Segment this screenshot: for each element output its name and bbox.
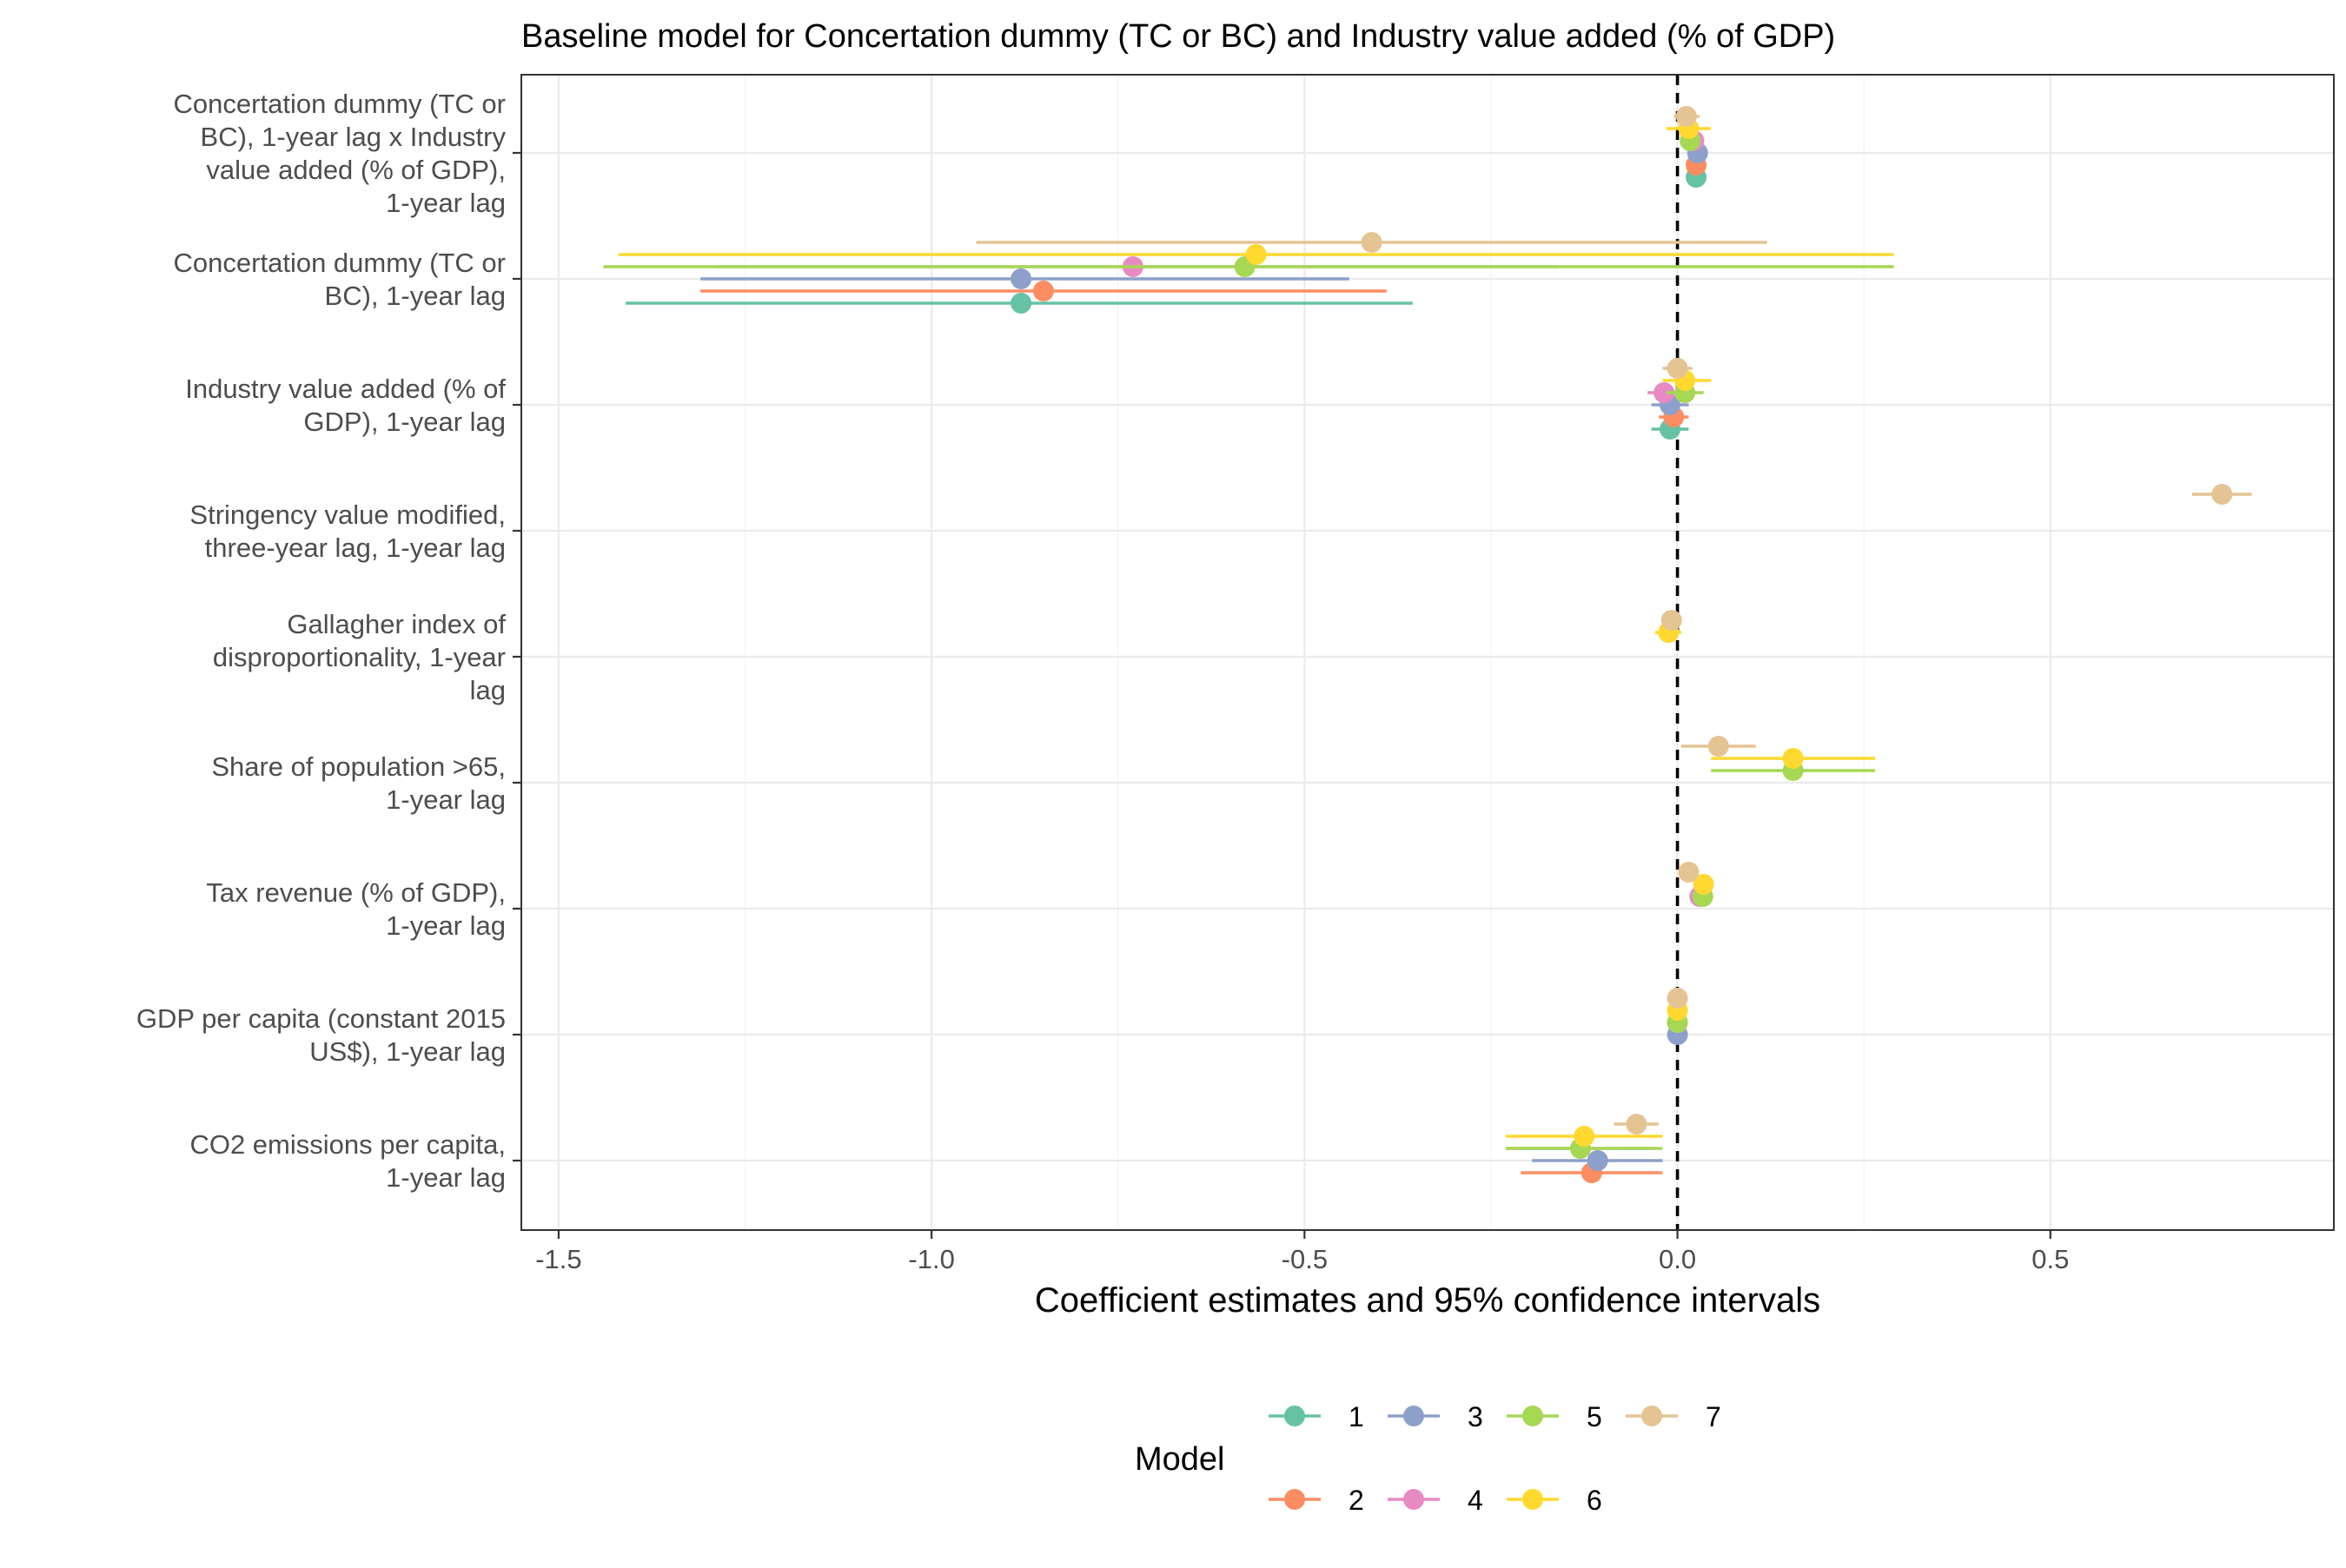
legend-key-point [1522, 1406, 1543, 1426]
legend-label: 1 [1349, 1401, 1364, 1432]
legend-item-3: 3 [1388, 1401, 1483, 1432]
y-tick-label-line: 1-year lag [386, 188, 506, 218]
y-tick-label-line: Stringency value modified, [189, 500, 506, 530]
estimate-point [1574, 1126, 1595, 1147]
series-model-4 [715, 130, 1711, 1159]
legend-label: 7 [1706, 1401, 1721, 1432]
estimate-point [1660, 610, 1682, 631]
chart-title: Baseline model for Concertation dummy (T… [521, 18, 1835, 55]
legend-key-point [1284, 1406, 1305, 1426]
y-tick-label-line: BC), 1-year lag [325, 281, 506, 311]
series-model-1 [626, 167, 1707, 440]
legend-item-7: 7 [1626, 1401, 1721, 1432]
y-tick-label-line: lag [470, 675, 506, 705]
legend-key-point [1641, 1406, 1662, 1426]
y-tick-label-line: disproportionality, 1-year [213, 642, 506, 672]
y-tick-label-line: 1-year lag [386, 1162, 506, 1193]
x-tick-label: 0.5 [2031, 1244, 2069, 1274]
y-tick-label-line: BC), 1-year lag x Industry [201, 122, 507, 152]
series-model-5 [603, 130, 1894, 1159]
y-tick-label-line: value added (% of GDP), [206, 155, 506, 185]
legend-item-5: 5 [1507, 1401, 1602, 1432]
y-tick-label-line: GDP), 1-year lag [303, 407, 506, 437]
legend-key-point [1403, 1406, 1424, 1426]
legend-label: 5 [1587, 1401, 1602, 1432]
legend-label: 6 [1587, 1485, 1602, 1516]
y-tick-label: CO2 emissions per capita, 1-year lag [189, 1129, 506, 1193]
x-tick-label: -1.0 [908, 1244, 954, 1274]
legend-item-6: 6 [1507, 1485, 1602, 1516]
y-axis: Concertation dummy (TC or BC), 1-year lag… [136, 89, 521, 1193]
legend-key-point [1403, 1489, 1424, 1510]
series-model-7 [976, 106, 2252, 1135]
series-model-2 [700, 155, 1707, 1183]
estimate-point [1653, 382, 1675, 403]
y-tick-label-line: Concertation dummy (TC or [174, 89, 506, 119]
legend-item-1: 1 [1269, 1401, 1364, 1432]
legend-key-point [1284, 1489, 1305, 1510]
y-tick-label-line: CO2 emissions per capita, [189, 1129, 506, 1160]
estimate-point [1245, 244, 1267, 265]
legend-title: Model [1135, 1441, 1225, 1478]
y-tick-label-line: Concertation dummy (TC or [174, 248, 506, 278]
estimate-point [1667, 988, 1688, 1009]
legend-label: 2 [1349, 1485, 1364, 1516]
y-tick-label-line: Share of population >65, [211, 751, 506, 782]
y-tick-label: GDP per capita (constant 2015 US$), 1-yea… [136, 1003, 506, 1067]
estimate-point [1707, 736, 1729, 757]
y-tick-label-line: Gallagher index of [287, 609, 506, 639]
series-layer [603, 106, 2252, 1183]
estimate-point [1626, 1114, 1647, 1135]
estimate-point [1678, 862, 1700, 883]
estimate-point [1011, 268, 1032, 289]
grid-layer [521, 75, 2334, 1230]
x-tick-label: -0.5 [1282, 1244, 1328, 1274]
x-tick-label: 0.0 [1659, 1244, 1696, 1274]
estimate-point [1011, 293, 1032, 314]
y-tick-label: Stringency value modified, three-year lag… [189, 500, 506, 563]
y-tick-label: Concertation dummy (TC or BC), 1-year lag… [174, 89, 507, 218]
series-model-3 [700, 142, 1708, 1171]
legend-label: 4 [1468, 1485, 1483, 1516]
legend-item-2: 2 [1269, 1485, 1364, 1516]
estimate-point [1667, 358, 1688, 379]
estimate-point [1361, 232, 1382, 253]
series-model-6 [618, 118, 1894, 1147]
x-axis-label: Coefficient estimates and 95% confidence… [1035, 1281, 1820, 1320]
panel-border [520, 74, 2335, 1231]
x-tick-label: -1.5 [535, 1244, 581, 1274]
y-tick-label-line: three-year lag, 1-year lag [205, 533, 506, 563]
estimate-point [1587, 1150, 1608, 1171]
y-tick-label-line: Tax revenue (% of GDP), [206, 877, 506, 908]
legend-label: 3 [1468, 1401, 1483, 1432]
y-tick-label-line: GDP per capita (constant 2015 [136, 1003, 506, 1034]
y-tick-label-line: US$), 1-year lag [309, 1036, 506, 1067]
legend-item-4: 4 [1388, 1485, 1483, 1516]
estimate-point [1693, 874, 1714, 895]
x-axis: -1.5 -1.0 -0.5 0.0 0.5 [535, 1230, 2069, 1274]
estimate-point [1675, 106, 1697, 127]
legend-key-point [1522, 1489, 1543, 1510]
estimate-point [1032, 281, 1054, 301]
y-tick-label-line: 1-year lag [386, 784, 506, 815]
y-tick-label: Concertation dummy (TC or BC), 1-year lag [174, 248, 506, 311]
y-tick-label-line: Industry value added (% of [185, 374, 506, 404]
estimate-point [2211, 484, 2233, 505]
y-tick-label-line: 1-year lag [386, 910, 506, 941]
y-tick-label: Gallagher index of disproportionality, 1-… [213, 609, 507, 705]
legend: Model 1 2 3 4 5 6 7 [1135, 1401, 1721, 1516]
y-tick-label: Share of population >65, 1-year lag [211, 751, 506, 815]
estimate-point [1782, 748, 1804, 769]
y-tick-label: Tax revenue (% of GDP), 1-year lag [206, 877, 506, 941]
y-tick-label: Industry value added (% of GDP), 1-year l… [185, 374, 506, 437]
